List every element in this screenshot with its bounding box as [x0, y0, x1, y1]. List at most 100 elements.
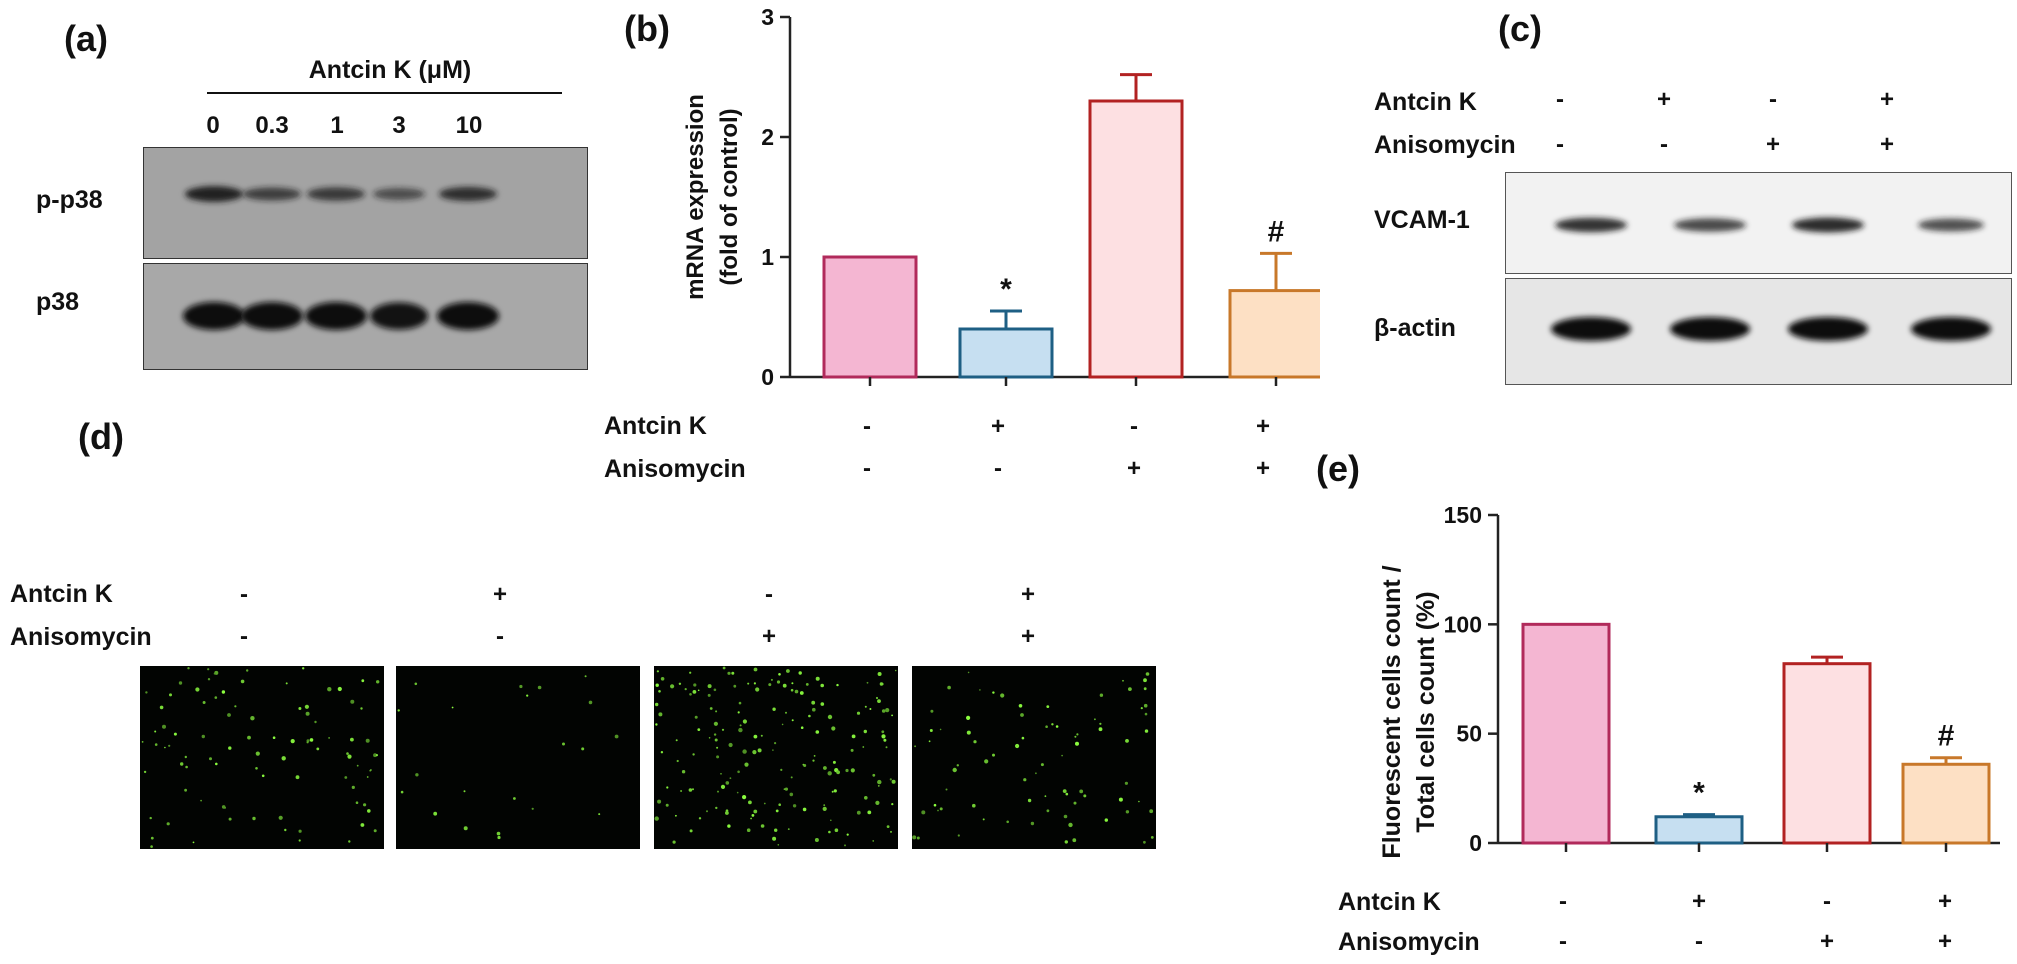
- fluorescent-cell: [290, 739, 295, 744]
- fluorescent-cell: [921, 810, 926, 815]
- condition-sign: -: [240, 623, 248, 650]
- fluorescent-cell: [207, 668, 210, 671]
- fluorescent-cell: [1027, 798, 1032, 803]
- fluorescent-cell: [992, 691, 995, 694]
- fluorescent-cell: [1143, 678, 1147, 683]
- y-axis-label: (fold of control): [716, 108, 743, 285]
- fluorescent-cell: [780, 768, 783, 771]
- fluorescent-cell: [768, 683, 772, 687]
- significance-marker: #: [1268, 215, 1285, 248]
- fluorescent-cell: [655, 723, 658, 726]
- fluorescent-cell: [195, 687, 200, 692]
- condition-sign: -: [1769, 86, 1777, 113]
- fluorescence-image-3: [654, 666, 898, 849]
- fluorescent-cell: [654, 816, 659, 821]
- fluorescent-cell: [727, 671, 731, 675]
- fluorescent-cell: [812, 759, 815, 762]
- fluorescent-cell: [346, 752, 349, 755]
- fluorescent-cell: [753, 667, 758, 672]
- fluorescent-cell: [588, 700, 593, 705]
- fluorescent-cell: [1125, 810, 1130, 814]
- fluorescent-cell: [800, 726, 804, 729]
- cond-label-aniso-d: Anisomycin: [10, 623, 152, 651]
- fluorescent-cell: [1015, 743, 1020, 749]
- fluorescent-cell: [877, 779, 882, 785]
- fluorescence-image-1: [140, 666, 384, 849]
- fluorescent-cell: [881, 709, 886, 713]
- panel-c-label: (c): [1498, 8, 1542, 49]
- fluorescent-cell: [1138, 800, 1140, 803]
- fluorescent-cell: [930, 709, 934, 713]
- fluorescent-cell: [722, 666, 726, 670]
- fluorescent-cell: [772, 707, 776, 711]
- panel-d-label: (d): [78, 416, 124, 457]
- fluorescent-cell: [791, 719, 794, 722]
- fluorescent-cell: [1018, 704, 1023, 708]
- fluorescent-cell: [715, 806, 718, 810]
- fluorescent-cell: [693, 683, 697, 687]
- fluorescent-cell: [228, 746, 232, 750]
- fluorescent-cell: [972, 803, 976, 808]
- fluorescent-cell: [966, 715, 971, 720]
- fluorescent-cell: [278, 815, 283, 820]
- antcin-concentration-header: Antcin K (μM): [308, 56, 472, 84]
- blot-band: [243, 187, 301, 201]
- fluorescent-cell: [255, 751, 260, 756]
- fluorescent-cell: [347, 754, 352, 759]
- fluorescent-cell: [877, 699, 881, 703]
- fluorescent-cell: [808, 714, 811, 718]
- fluorescent-cell: [581, 747, 585, 751]
- fluorescent-cell: [774, 742, 777, 745]
- fluorescent-cell: [1076, 733, 1079, 736]
- fluorescent-cell: [1020, 713, 1024, 717]
- fluorescent-cell: [666, 786, 669, 789]
- fluorescent-cell: [1030, 821, 1035, 826]
- fluorescent-cell: [831, 726, 836, 731]
- fluorescent-cell: [715, 710, 718, 713]
- fluorescent-cell: [713, 688, 717, 692]
- y-tick-label: 100: [1444, 611, 1482, 637]
- fluorescent-cell: [731, 671, 735, 675]
- fluorescent-cell: [697, 728, 701, 731]
- fluorescent-cell: [463, 826, 468, 831]
- fluorescent-cell: [1073, 801, 1077, 805]
- fluorescent-cell: [836, 770, 840, 775]
- fluorescent-cell: [1143, 687, 1147, 691]
- fluorescent-cell: [309, 738, 314, 742]
- fluorescent-cell: [947, 685, 951, 690]
- fluorescent-cell: [327, 687, 332, 692]
- fluorescent-cell: [415, 773, 419, 777]
- cond-label-antcin-b: Antcin K: [604, 412, 707, 440]
- fluorescent-cell: [344, 776, 348, 779]
- fluorescent-cell: [250, 716, 255, 721]
- header-underline: [207, 92, 562, 94]
- fluorescent-cell: [366, 776, 369, 778]
- fluorescent-cell: [856, 810, 861, 815]
- fluorescent-cell: [1104, 818, 1108, 822]
- fluorescent-cell: [912, 835, 917, 840]
- fluorescent-cell: [1143, 840, 1146, 844]
- blot-band: [370, 302, 428, 330]
- fluorescent-cell: [451, 706, 454, 709]
- fluorescent-cell: [328, 737, 330, 739]
- fluorescent-cell: [928, 740, 931, 743]
- condition-sign: -: [994, 455, 1002, 482]
- fluorescent-cell: [815, 730, 820, 734]
- fluorescent-cell: [350, 737, 354, 742]
- fluorescent-cell: [252, 816, 256, 821]
- fluorescent-cell: [727, 824, 731, 828]
- fluorescent-cell: [1094, 718, 1096, 721]
- fluorescent-cell: [143, 770, 147, 774]
- fluorescent-cell: [463, 790, 466, 793]
- blot-band: [185, 186, 243, 202]
- fluorescent-cell: [1122, 679, 1124, 682]
- fluorescent-cell: [692, 753, 695, 756]
- fluorescent-cell: [1143, 703, 1148, 708]
- concentration-label: 10: [455, 112, 483, 139]
- fluorescent-cell: [952, 767, 957, 773]
- y-tick-label: 0: [761, 364, 774, 390]
- fluorescent-cell: [240, 679, 245, 684]
- fluorescent-cell: [782, 683, 787, 688]
- fluorescent-cell: [1072, 838, 1077, 843]
- fluorescent-cell: [742, 749, 747, 754]
